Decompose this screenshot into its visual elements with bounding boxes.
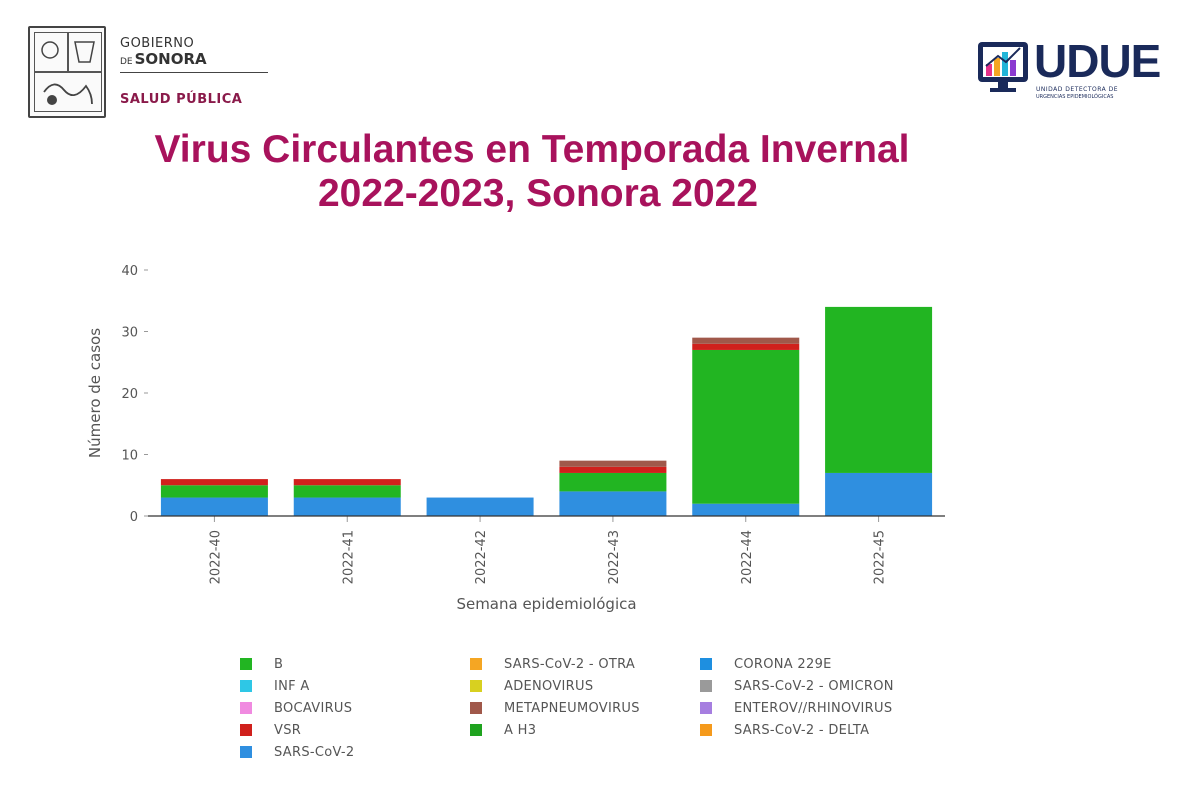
legend-item-metapneumovirus: METAPNEUMOVIRUS xyxy=(470,698,640,718)
legend-label: SARS-CoV-2 - OTRA xyxy=(504,656,636,672)
legend-item-sars-cov-2: SARS-CoV-2 xyxy=(240,742,355,762)
legend-swatch xyxy=(470,680,482,692)
bar-metapneumovirus-2022-44 xyxy=(692,337,800,344)
udue-wordmark: UDUE xyxy=(1034,35,1161,87)
legend-swatch xyxy=(470,702,482,714)
legend-label: VSR xyxy=(274,722,302,738)
legend-item-adenovirus: ADENOVIRUS xyxy=(470,676,593,696)
bar-vsr-2022-41 xyxy=(293,479,401,486)
legend-label: ENTEROV//RHINOVIRUS xyxy=(734,700,893,716)
legend-label: SARS-CoV-2 xyxy=(274,744,355,760)
bar-b-2022-41 xyxy=(293,485,401,498)
bar-sars-cov-2-2022-40 xyxy=(160,497,268,516)
legend-label: CORONA 229E xyxy=(734,656,832,672)
bar-sars-cov-2-2022-42 xyxy=(426,497,534,516)
bar-vsr-2022-40 xyxy=(160,479,268,486)
y-tick-label: 40 xyxy=(121,264,138,279)
y-axis-title: Número de casos xyxy=(86,328,104,458)
bar-b-2022-45 xyxy=(825,306,933,473)
legend-label: METAPNEUMOVIRUS xyxy=(504,700,640,716)
bar-sars-cov-2-2022-45 xyxy=(825,472,933,516)
legend-label: ADENOVIRUS xyxy=(504,678,594,694)
legend-swatch xyxy=(700,724,712,736)
bar-b-2022-40 xyxy=(160,485,268,498)
legend-swatch xyxy=(240,680,252,692)
udue-subtitle-2: URGENCIAS EPIDEMIOLÓGICAS xyxy=(1036,94,1114,100)
legend-item-sars-cov-2-otra: SARS-CoV-2 - OTRA xyxy=(470,654,635,674)
legend-label: SARS-CoV-2 - OMICRON xyxy=(734,678,894,694)
legend-swatch xyxy=(470,658,482,670)
monitor-chart-icon xyxy=(978,42,1028,92)
bar-sars-cov-2-2022-44 xyxy=(692,503,800,516)
legend-label: INF A xyxy=(274,678,310,694)
legend-item-vsr: VSR xyxy=(240,720,301,740)
bar-sars-cov-2-2022-43 xyxy=(559,491,667,516)
x-tick-label: 2022-41 xyxy=(341,530,356,584)
x-axis-title: Semana epidemiológica xyxy=(456,595,636,613)
legend-item-sars-cov-2-omicron: SARS-CoV-2 - OMICRON xyxy=(700,676,894,696)
chart-legend: B INF A BOCAVIRUS VSR SARS-CoV-2 SARS-CoV-2 -… xyxy=(240,654,940,774)
x-tick-label: 2022-45 xyxy=(873,530,888,584)
y-tick-label: 10 xyxy=(121,449,138,464)
x-tick-label: 2022-42 xyxy=(474,530,489,584)
y-tick-label: 0 xyxy=(130,510,138,525)
legend-label: BOCAVIRUS xyxy=(274,700,353,716)
bar-b-2022-43 xyxy=(559,472,667,492)
title-line-1: Virus Circulantes en Temporada Invernal xyxy=(154,128,910,171)
bar-metapneumovirus-2022-43 xyxy=(559,460,667,467)
bar-b-2022-44 xyxy=(692,349,800,504)
legend-item-bocavirus: BOCAVIRUS xyxy=(240,698,352,718)
x-tick-label: 2022-43 xyxy=(607,530,622,584)
legend-swatch xyxy=(240,702,252,714)
legend-swatch xyxy=(700,680,712,692)
page-title: Virus Circulantes en Temporada Invernal … xyxy=(0,128,1064,216)
y-tick-label: 20 xyxy=(121,387,138,402)
legend-label: B xyxy=(274,656,284,672)
legend-item-a-h3: A H3 xyxy=(470,720,536,740)
bar-vsr-2022-44 xyxy=(692,343,800,350)
udue-logo: UDUE UNIDAD DETECTORA DE URGENCIAS EPIDE… xyxy=(970,34,1170,102)
legend-swatch xyxy=(240,746,252,758)
legend-swatch xyxy=(470,724,482,736)
legend-item-b: B xyxy=(240,654,283,674)
gov-line1: GOBIERNO xyxy=(120,36,195,51)
udue-subtitle: UNIDAD DETECTORA DE xyxy=(1036,86,1119,93)
legend-item-sars-cov-2-delta: SARS-CoV-2 - DELTA xyxy=(700,720,869,740)
legend-item-enterov-rhinovirus: ENTEROV//RHINOVIRUS xyxy=(700,698,892,718)
divider xyxy=(120,72,268,73)
gov-dept: SALUD PÚBLICA xyxy=(120,92,243,107)
legend-swatch xyxy=(700,658,712,670)
title-line-2: 2022-2023, Sonora 2022 xyxy=(317,172,759,215)
bar-vsr-2022-43 xyxy=(559,466,667,473)
x-tick-label: 2022-40 xyxy=(208,530,223,584)
legend-swatch xyxy=(240,724,252,736)
sonora-shield-icon xyxy=(28,26,106,118)
gov-line2: DE SONORA xyxy=(120,50,207,68)
y-tick-label: 30 xyxy=(121,326,138,341)
gobierno-sonora-logo: GOBIERNO DE SONORA SALUD PÚBLICA xyxy=(28,26,268,122)
legend-label: SARS-CoV-2 - DELTA xyxy=(734,722,870,738)
bar-sars-cov-2-2022-41 xyxy=(293,497,401,516)
x-tick-label: 2022-44 xyxy=(740,530,755,584)
legend-item-inf-a: INF A xyxy=(240,676,310,696)
legend-label: A H3 xyxy=(504,722,537,738)
legend-swatch xyxy=(700,702,712,714)
legend-swatch xyxy=(240,658,252,670)
legend-item-corona-229e: CORONA 229E xyxy=(700,654,832,674)
